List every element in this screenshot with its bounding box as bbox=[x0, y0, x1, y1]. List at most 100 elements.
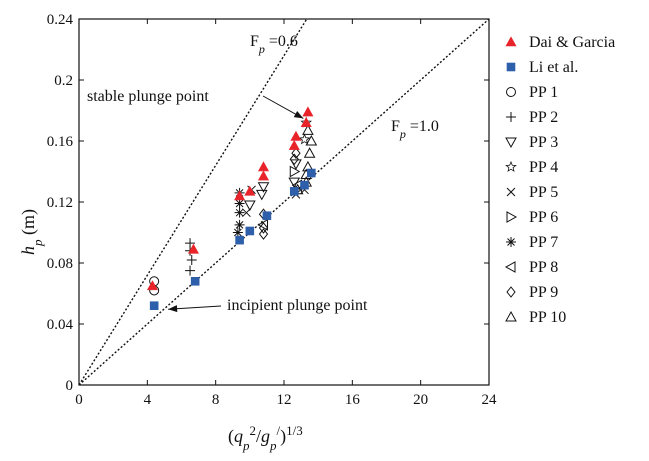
reference-line bbox=[78, 18, 490, 386]
triangle-marker bbox=[187, 243, 199, 254]
legend-entry: Li et al. bbox=[506, 59, 578, 76]
asterisk-marker bbox=[234, 219, 245, 230]
x-tick-label: 16 bbox=[345, 392, 361, 408]
diamond-marker bbox=[258, 222, 269, 234]
triangle-down-marker bbox=[257, 182, 270, 193]
data-point bbox=[289, 165, 301, 178]
data-point bbox=[290, 159, 302, 170]
triangle-down-marker bbox=[243, 200, 256, 212]
square-marker bbox=[300, 180, 309, 190]
legend-marker bbox=[505, 310, 517, 322]
diamond-marker bbox=[506, 286, 516, 298]
legend-entry: PP 7 bbox=[506, 234, 558, 251]
triangle-left-marker bbox=[257, 219, 268, 231]
triangle-marker bbox=[146, 280, 158, 291]
data-point bbox=[257, 170, 270, 181]
cross-marker bbox=[242, 208, 251, 218]
data-point bbox=[234, 219, 245, 230]
legend-marker bbox=[505, 160, 517, 172]
triangle-down-marker bbox=[255, 189, 268, 201]
asterisk-marker bbox=[234, 198, 245, 209]
x-tick-label: 8 bbox=[212, 392, 220, 408]
legend-entry: Dai & Garcia bbox=[505, 34, 615, 51]
legend-marker bbox=[505, 137, 517, 149]
data-point bbox=[302, 106, 314, 117]
legend-marker bbox=[504, 261, 516, 273]
x-tick-label: 12 bbox=[277, 392, 292, 408]
triangle-marker bbox=[290, 130, 302, 141]
legend-label: Li et al. bbox=[529, 59, 578, 76]
plus-marker bbox=[185, 238, 196, 249]
x-tick-label: 24 bbox=[482, 392, 498, 408]
x-tick-label: 4 bbox=[144, 392, 152, 408]
data-point bbox=[243, 200, 256, 212]
y-tick-label: 0.2 bbox=[54, 73, 73, 89]
triangle-right-marker bbox=[289, 165, 301, 178]
triangle-up-marker bbox=[303, 147, 316, 158]
legend-label: PP 5 bbox=[529, 184, 558, 201]
square-marker bbox=[149, 301, 159, 311]
data-point bbox=[234, 207, 245, 218]
plus-marker bbox=[185, 265, 196, 276]
square-marker bbox=[289, 187, 299, 196]
legend-entry: PP 5 bbox=[506, 184, 558, 201]
data-point bbox=[234, 198, 245, 209]
legend-entry: PP 4 bbox=[505, 159, 558, 176]
legend-label: Dai & Garcia bbox=[529, 34, 615, 51]
triangle-marker bbox=[302, 106, 314, 117]
data-point bbox=[257, 161, 270, 172]
legend-marker bbox=[506, 187, 516, 197]
triangle-right-marker bbox=[506, 211, 518, 223]
triangle-up-marker bbox=[505, 310, 517, 322]
star-marker bbox=[505, 160, 517, 172]
data-point bbox=[258, 222, 269, 234]
star-marker bbox=[298, 133, 311, 145]
reference-lines: Fp =0.6 Fp =1.0 bbox=[78, 18, 490, 386]
data-point bbox=[242, 208, 251, 218]
legend-label: PP 1 bbox=[529, 84, 558, 101]
annotations: stable plunge point incipient plunge poin… bbox=[87, 88, 368, 314]
legend-marker bbox=[505, 36, 517, 47]
x-tick-label: 20 bbox=[413, 392, 428, 408]
data-point bbox=[289, 187, 299, 196]
legend-label: PP 10 bbox=[529, 309, 566, 326]
y-tick-label: 0.04 bbox=[47, 317, 74, 333]
square-marker bbox=[262, 211, 272, 221]
square-marker bbox=[307, 168, 316, 178]
data-point bbox=[185, 238, 196, 249]
data-point bbox=[302, 124, 314, 135]
triangle-marker bbox=[300, 117, 312, 127]
data-point bbox=[244, 185, 256, 196]
legend-entry: PP 3 bbox=[505, 134, 558, 151]
y-axis-title: hp (m) bbox=[18, 209, 45, 255]
data-point bbox=[255, 189, 268, 201]
asterisk-marker bbox=[234, 207, 245, 218]
triangle-down-marker bbox=[290, 159, 302, 170]
x-tick-label: 0 bbox=[75, 392, 83, 408]
line-label: Fp =0.6 bbox=[250, 33, 298, 56]
data-point bbox=[234, 190, 246, 201]
legend-marker bbox=[506, 237, 516, 247]
legend-label: PP 8 bbox=[529, 259, 558, 276]
data-point bbox=[290, 130, 302, 141]
diamond-marker bbox=[258, 228, 269, 240]
triangle-up-marker bbox=[305, 134, 318, 146]
data-point bbox=[300, 180, 309, 190]
legend-marker bbox=[506, 286, 516, 298]
legend-label: PP 3 bbox=[529, 134, 558, 151]
legend-entry: PP 9 bbox=[506, 284, 558, 301]
triangle-marker bbox=[505, 36, 517, 47]
data-point bbox=[146, 280, 158, 291]
data-point bbox=[298, 133, 311, 145]
data-point bbox=[186, 254, 197, 265]
legend-label: PP 2 bbox=[529, 109, 558, 126]
legend-entry: PP 8 bbox=[504, 259, 558, 276]
cross-marker bbox=[506, 187, 516, 197]
y-tick-label: 0.08 bbox=[47, 256, 73, 272]
data-point bbox=[187, 243, 199, 254]
square-marker bbox=[506, 62, 516, 72]
triangle-left-marker bbox=[504, 261, 516, 273]
legend-label: PP 6 bbox=[529, 209, 558, 226]
data-point bbox=[232, 227, 243, 238]
data-point bbox=[245, 226, 255, 236]
